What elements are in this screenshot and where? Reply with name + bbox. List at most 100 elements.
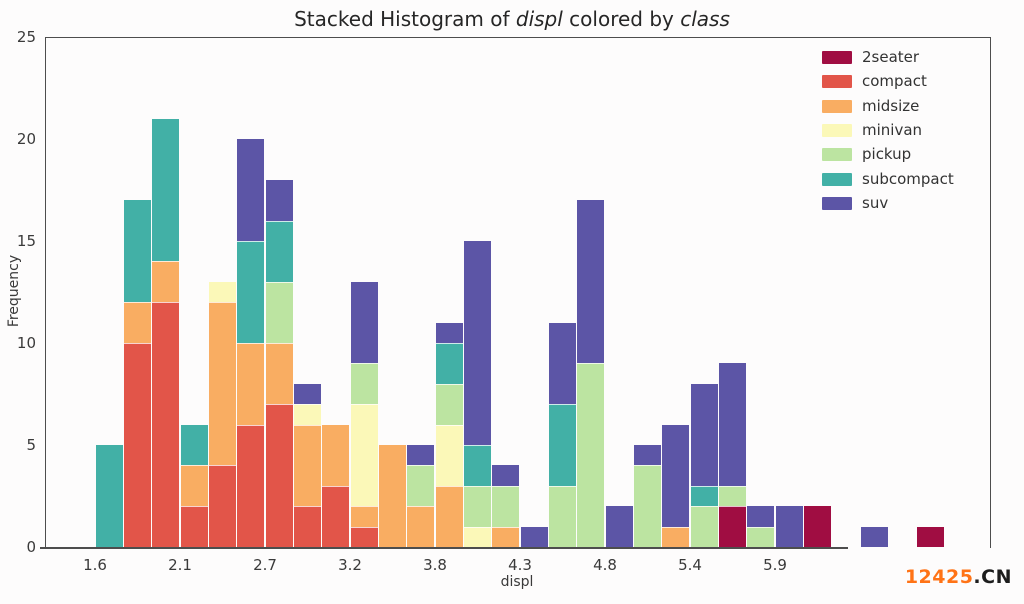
hist-bar-bin9-suv [350, 281, 378, 364]
hist-bar-bin19-pickup [634, 465, 661, 547]
hist-bar-bin6-midsize [265, 343, 293, 405]
y-tick-20: 20 [16, 130, 36, 148]
y-tick-0: 0 [26, 538, 36, 556]
hist-bar-bin9-pickup [350, 363, 378, 405]
hist-bar-bin3-subcompact [180, 424, 208, 466]
legend-swatch-subcompact [822, 172, 852, 186]
chart-title: Stacked Histogram of displ colored by cl… [0, 7, 1024, 31]
hist-bar-bin12-pickup [435, 383, 463, 425]
hist-bar-bin11-suv [407, 445, 435, 466]
hist-bar-bin6-subcompact [265, 220, 293, 282]
legend-swatch-compact [822, 75, 852, 89]
x-tick-3.2: 3.2 [338, 556, 362, 574]
title-var-displ: displ [515, 7, 563, 31]
hist-bar-bin21-subcompact [690, 485, 718, 507]
hist-bar-bin7-suv [294, 383, 321, 405]
hist-bar-bin13-minivan [464, 526, 491, 547]
hist-bar-bin22-suv [719, 363, 746, 486]
legend-label-midsize: midsize [862, 96, 920, 115]
hist-bar-bin2-midsize [152, 261, 180, 303]
hist-bar-bin5-subcompact [237, 241, 265, 343]
hist-bar-bin12-minivan [435, 424, 463, 486]
x-tick-5.9: 5.9 [763, 556, 787, 574]
legend-label-compact: compact [862, 72, 927, 91]
hist-bar-bin5-midsize [237, 343, 265, 425]
hist-bar-bin15-suv [520, 526, 548, 547]
hist-bar-bin1-subcompact [124, 200, 151, 303]
hist-bar-bin9-minivan [350, 404, 378, 507]
hist-bar-bin10-midsize [379, 445, 406, 547]
hist-bar-bin16-subcompact [549, 404, 576, 486]
title-middle: colored by [562, 7, 681, 31]
y-tick-15: 15 [16, 232, 36, 250]
hist-bar-bin9-compact [350, 526, 378, 547]
hist-bar-bin11-pickup [407, 465, 435, 507]
hist-bar-bin13-subcompact [464, 445, 491, 486]
legend-swatch-pickup [822, 148, 852, 162]
hist-bar-bin21-suv [690, 383, 718, 486]
watermark: 12425.CN [905, 566, 1012, 588]
legend-label-pickup: pickup [862, 145, 912, 164]
y-tick-10: 10 [16, 334, 36, 352]
hist-bar-bin12-suv [435, 322, 463, 343]
hist-bar-bin22-2seater [719, 506, 746, 547]
hist-bar-bin18-suv [605, 506, 633, 547]
x-tick-4.8: 4.8 [593, 556, 617, 574]
hist-bar-bin5-compact [237, 424, 265, 547]
legend-swatch-suv [822, 196, 852, 210]
bottom-spine [40, 547, 848, 549]
hist-bar-bin7-compact [294, 506, 321, 547]
hist-bar-bin29-2seater [917, 526, 945, 547]
hist-bar-bin9-midsize [350, 506, 378, 527]
right-spine [990, 37, 991, 548]
left-spine [45, 37, 46, 548]
top-spine [45, 37, 991, 38]
hist-bar-bin22-pickup [719, 485, 746, 507]
hist-bar-bin24-suv [775, 506, 803, 547]
hist-bar-bin25-2seater [804, 506, 831, 547]
hist-bar-bin20-midsize [662, 526, 690, 547]
x-tick-1.6: 1.6 [83, 556, 107, 574]
hist-bar-bin16-suv [549, 322, 576, 405]
hist-bar-bin1-midsize [124, 302, 151, 343]
title-var-class: class [680, 7, 730, 31]
hist-bar-bin27-suv [860, 526, 888, 547]
hist-bar-bin23-pickup [747, 526, 775, 547]
hist-bar-bin13-pickup [464, 485, 491, 527]
hist-bar-bin4-compact [209, 465, 236, 547]
hist-bar-bin13-suv [464, 241, 491, 445]
x-tick-4.3: 4.3 [508, 556, 532, 574]
hist-bar-bin17-pickup [577, 363, 605, 547]
hist-bar-bin2-subcompact [152, 118, 180, 262]
x-tick-3.8: 3.8 [423, 556, 447, 574]
y-axis-label: Frequency [6, 254, 22, 328]
watermark-number: 12425 [904, 566, 974, 588]
legend-label-minivan: minivan [862, 120, 923, 139]
hist-bar-bin4-minivan [209, 281, 236, 303]
hist-bar-bin3-midsize [180, 465, 208, 507]
hist-bar-bin11-midsize [407, 506, 435, 547]
hist-bar-bin14-midsize [492, 526, 520, 547]
hist-bar-bin6-suv [265, 179, 293, 221]
y-tick-5: 5 [26, 436, 36, 454]
title-prefix: Stacked Histogram of [294, 7, 516, 31]
hist-bar-bin20-suv [662, 424, 690, 527]
hist-bar-bin17-suv [577, 200, 605, 364]
hist-bar-bin16-pickup [549, 485, 576, 547]
legend-label-subcompact: subcompact [862, 169, 954, 188]
hist-bar-bin12-subcompact [435, 343, 463, 384]
x-tick-2.1: 2.1 [168, 556, 192, 574]
hist-bar-bin21-pickup [690, 506, 718, 547]
hist-bar-bin8-midsize [322, 424, 350, 486]
hist-bar-bin12-midsize [435, 485, 463, 547]
legend-label-suv: suv [862, 193, 889, 212]
hist-bar-bin7-midsize [294, 424, 321, 507]
legend-swatch-midsize [822, 99, 852, 113]
x-tick-5.4: 5.4 [678, 556, 702, 574]
legend-swatch-2seater [822, 51, 852, 64]
hist-bar-bin2-compact [152, 302, 180, 547]
hist-bar-bin6-pickup [265, 281, 293, 343]
hist-bar-bin3-compact [180, 506, 208, 547]
hist-bar-bin7-minivan [294, 404, 321, 425]
